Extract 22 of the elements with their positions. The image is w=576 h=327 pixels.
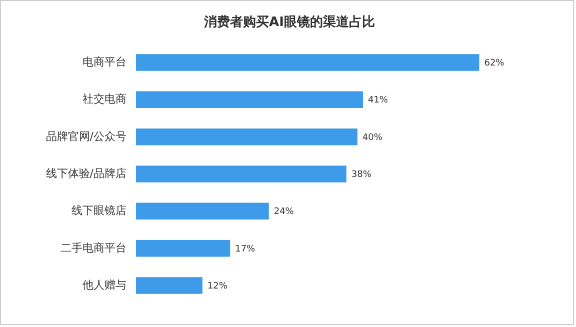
chart-title: 消费者购买AI眼镜的渠道占比 — [203, 14, 375, 30]
bar — [136, 240, 230, 257]
bar — [136, 277, 202, 294]
data-label: 41% — [368, 96, 388, 106]
data-label: 17% — [235, 244, 256, 254]
bar — [136, 54, 480, 71]
data-label: 12% — [207, 281, 228, 292]
data-label: 40% — [362, 132, 383, 143]
y-tick-label: 二手电商平台 — [60, 241, 126, 254]
data-label: 38% — [351, 170, 372, 180]
y-tick-label: 品牌官网/公众号 — [46, 130, 126, 143]
y-tick-label: 社交电商 — [82, 92, 126, 106]
y-tick-label: 线下体验/品牌店 — [46, 167, 126, 180]
data-label: 62% — [484, 58, 505, 69]
data-label: 24% — [274, 207, 294, 218]
bar — [136, 128, 358, 146]
bar — [136, 166, 346, 182]
y-tick-label: 他人赠与 — [82, 278, 126, 292]
bar — [136, 202, 269, 220]
y-tick-label: 电商平台 — [82, 56, 126, 69]
bar — [136, 91, 363, 108]
y-tick-label: 线下眼镜店 — [72, 204, 126, 218]
